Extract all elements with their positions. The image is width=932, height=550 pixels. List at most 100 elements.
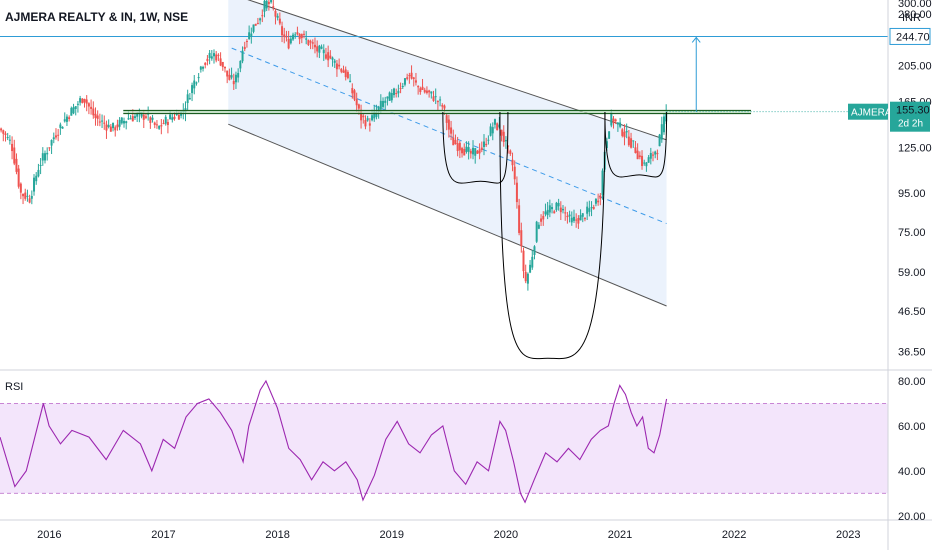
- candle-body[interactable]: [395, 93, 398, 95]
- candle-body[interactable]: [151, 117, 154, 120]
- candle-body[interactable]: [511, 159, 514, 166]
- candle-body[interactable]: [136, 113, 139, 117]
- candle-body[interactable]: [320, 46, 323, 49]
- candle-body[interactable]: [605, 141, 608, 148]
- candle-body[interactable]: [579, 215, 582, 221]
- candle-body[interactable]: [623, 131, 626, 138]
- candle-body[interactable]: [643, 162, 646, 164]
- candle-body[interactable]: [362, 115, 365, 118]
- candle-body[interactable]: [575, 219, 578, 221]
- candle-body[interactable]: [206, 58, 209, 62]
- candle-body[interactable]: [417, 86, 420, 88]
- candle-body[interactable]: [261, 15, 264, 17]
- candle-body[interactable]: [656, 153, 659, 155]
- candle-body[interactable]: [533, 246, 536, 255]
- candle-body[interactable]: [461, 148, 464, 154]
- candle-body[interactable]: [340, 68, 343, 72]
- candle-body[interactable]: [197, 77, 200, 79]
- candle-body[interactable]: [237, 72, 240, 78]
- candle-body[interactable]: [441, 105, 444, 107]
- candle-body[interactable]: [228, 74, 231, 80]
- candle-body[interactable]: [234, 74, 237, 83]
- candle-body[interactable]: [654, 151, 657, 155]
- candle-body[interactable]: [531, 256, 534, 268]
- candle-body[interactable]: [616, 122, 619, 125]
- candle-body[interactable]: [496, 123, 499, 131]
- candle-body[interactable]: [103, 122, 106, 124]
- candle-body[interactable]: [428, 90, 431, 93]
- candle-body[interactable]: [155, 124, 158, 126]
- candle-body[interactable]: [153, 122, 156, 125]
- candle-body[interactable]: [4, 133, 7, 135]
- candle-body[interactable]: [177, 114, 180, 120]
- candle-body[interactable]: [74, 106, 77, 109]
- candle-body[interactable]: [465, 146, 468, 152]
- channel-upper-line[interactable]: [228, 0, 667, 141]
- candle-body[interactable]: [281, 26, 284, 36]
- candle-body[interactable]: [191, 85, 194, 94]
- candle-body[interactable]: [300, 34, 303, 39]
- candle-body[interactable]: [535, 221, 538, 242]
- candle-body[interactable]: [612, 118, 615, 124]
- candle-body[interactable]: [562, 208, 565, 211]
- target-price-badge[interactable]: [889, 27, 931, 45]
- candle-body[interactable]: [463, 149, 466, 156]
- candle-body[interactable]: [482, 141, 485, 148]
- candle-body[interactable]: [210, 56, 213, 59]
- candle-body[interactable]: [311, 42, 314, 44]
- candle-body[interactable]: [355, 99, 358, 106]
- candle-body[interactable]: [625, 130, 628, 133]
- candle-body[interactable]: [515, 182, 518, 203]
- candle-body[interactable]: [232, 81, 235, 85]
- candle-body[interactable]: [13, 147, 16, 164]
- candle-body[interactable]: [19, 183, 22, 193]
- candle-body[interactable]: [546, 209, 549, 216]
- candle-body[interactable]: [263, 0, 266, 12]
- candle-body[interactable]: [649, 153, 652, 159]
- candle-body[interactable]: [303, 33, 306, 35]
- candle-body[interactable]: [50, 140, 53, 146]
- candle-body[interactable]: [454, 139, 457, 145]
- candle-body[interactable]: [76, 103, 79, 105]
- candle-body[interactable]: [568, 214, 571, 217]
- candle-body[interactable]: [305, 38, 308, 40]
- candle-body[interactable]: [331, 57, 334, 60]
- candle-body[interactable]: [94, 113, 97, 118]
- candle-body[interactable]: [610, 112, 613, 126]
- candle-body[interactable]: [195, 82, 198, 84]
- candle-body[interactable]: [79, 98, 82, 103]
- candle-body[interactable]: [520, 230, 523, 247]
- candle-body[interactable]: [392, 88, 395, 96]
- price-pane[interactable]: [0, 0, 888, 360]
- candle-body[interactable]: [219, 58, 222, 66]
- candle-body[interactable]: [412, 77, 415, 80]
- current-price-badge[interactable]: [890, 101, 930, 132]
- candle-body[interactable]: [548, 205, 551, 213]
- candle-body[interactable]: [586, 206, 589, 214]
- candle-body[interactable]: [35, 175, 38, 182]
- candle-body[interactable]: [208, 52, 211, 59]
- candle-body[interactable]: [329, 55, 332, 59]
- candle-body[interactable]: [278, 18, 281, 24]
- candle-body[interactable]: [186, 94, 189, 104]
- head-curve[interactable]: [499, 112, 606, 360]
- candle-body[interactable]: [542, 215, 545, 220]
- candle-body[interactable]: [630, 138, 633, 148]
- candle-body[interactable]: [445, 115, 448, 123]
- candle-body[interactable]: [215, 54, 218, 61]
- candle-body[interactable]: [344, 69, 347, 78]
- candle-body[interactable]: [406, 77, 409, 79]
- candle-body[interactable]: [443, 105, 446, 109]
- candle-body[interactable]: [90, 106, 93, 109]
- candle-body[interactable]: [346, 72, 349, 79]
- candle-body[interactable]: [294, 34, 297, 36]
- candle-body[interactable]: [645, 162, 648, 167]
- candle-body[interactable]: [509, 150, 512, 154]
- candle-body[interactable]: [447, 119, 450, 130]
- candle-body[interactable]: [439, 99, 442, 101]
- candle-body[interactable]: [96, 115, 99, 119]
- candle-body[interactable]: [658, 134, 661, 147]
- candle-body[interactable]: [107, 124, 110, 127]
- candle-body[interactable]: [493, 119, 496, 125]
